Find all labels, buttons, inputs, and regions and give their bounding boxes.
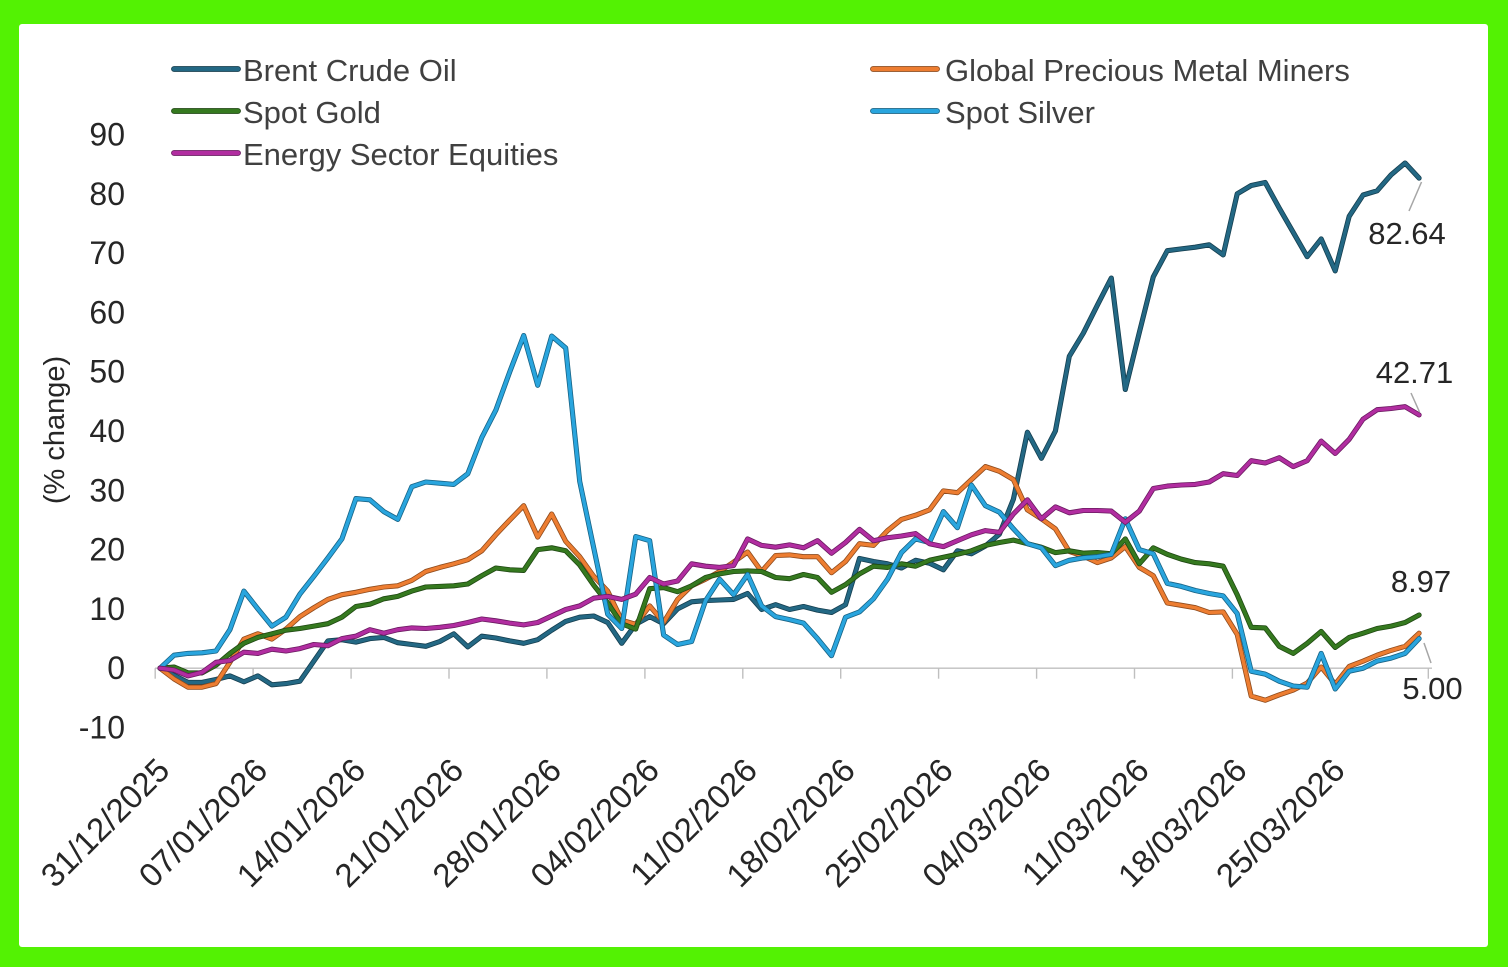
svg-text:Global Precious Metal Miners: Global Precious Metal Miners	[945, 53, 1350, 88]
svg-text:90: 90	[89, 117, 125, 153]
svg-text:30: 30	[89, 472, 125, 508]
svg-text:(% change): (% change)	[39, 356, 71, 504]
svg-text:60: 60	[89, 294, 125, 330]
svg-text:20: 20	[89, 532, 125, 568]
svg-text:Spot Silver: Spot Silver	[945, 95, 1095, 130]
svg-text:8.97: 8.97	[1391, 564, 1451, 599]
svg-text:5.00: 5.00	[1402, 671, 1462, 706]
svg-text:Energy Sector Equities: Energy Sector Equities	[243, 137, 558, 172]
svg-text:40: 40	[89, 413, 125, 449]
svg-text:42.71: 42.71	[1376, 355, 1454, 390]
svg-text:Spot Gold: Spot Gold	[243, 95, 381, 130]
svg-text:70: 70	[89, 235, 125, 271]
svg-text:0: 0	[107, 650, 125, 686]
svg-text:50: 50	[89, 354, 125, 390]
svg-text:-10: -10	[79, 710, 125, 746]
svg-text:80: 80	[89, 176, 125, 212]
svg-text:82.64: 82.64	[1368, 216, 1446, 251]
svg-text:Brent Crude Oil: Brent Crude Oil	[243, 53, 457, 88]
svg-text:10: 10	[89, 591, 125, 627]
